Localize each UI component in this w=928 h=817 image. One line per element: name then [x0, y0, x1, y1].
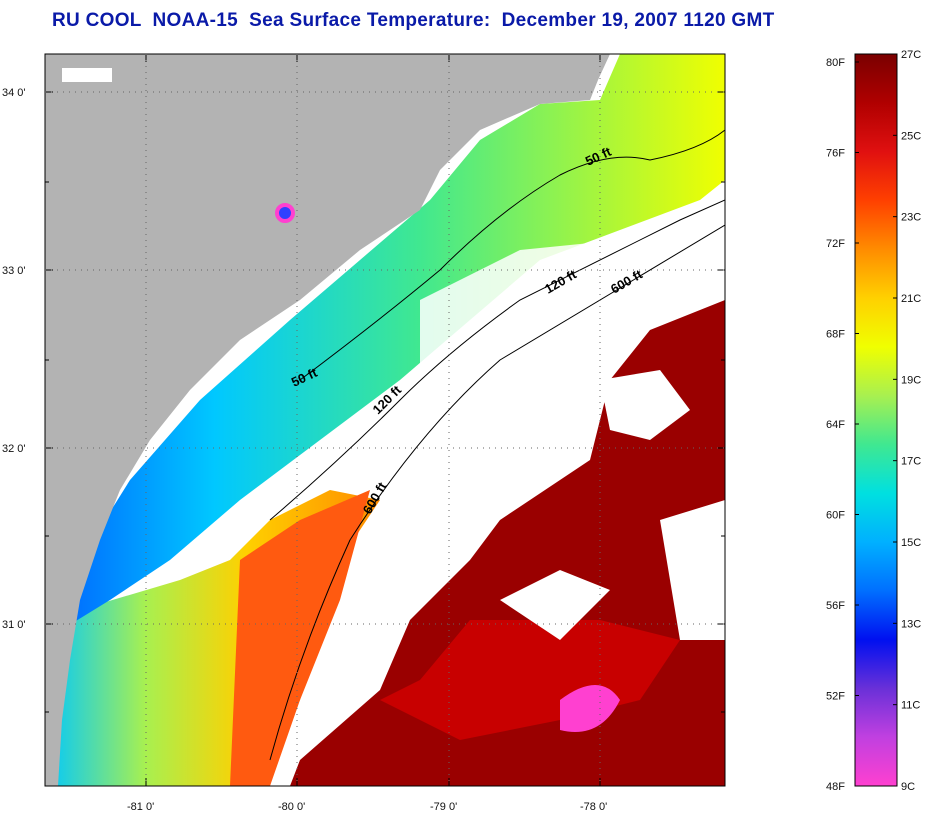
cloud-patch	[660, 500, 725, 640]
cloud-band	[420, 200, 725, 370]
lon-label: -79 0'	[430, 801, 457, 813]
land	[45, 54, 610, 786]
colorbar-f-label: 64F	[826, 419, 845, 431]
fahrenheit-ticks: 80F 76F 72F 68F 64F 60F 56F 52F 48F	[826, 57, 859, 793]
colorbar-f-label: 56F	[826, 600, 845, 612]
reservoir	[275, 203, 295, 223]
celsius-ticks: 27C 25C 23C 21C 19C 17C 15C 13C 11C 9C	[893, 49, 921, 793]
lat-label: 31 0'	[2, 619, 26, 631]
colorbar-c-label: 11C	[901, 700, 920, 712]
isobath-50ft	[299, 129, 725, 381]
colorbar-c-label: 15C	[901, 537, 921, 549]
lat-label: 32 0'	[2, 443, 26, 455]
cloud-patch	[500, 570, 610, 640]
map-frame	[44, 53, 726, 787]
colorbar-f-label: 60F	[826, 510, 845, 522]
colorbar-c-label: 23C	[901, 212, 921, 224]
lon-label: -80 0'	[278, 801, 305, 813]
lake	[62, 68, 112, 82]
colorbar-f-label: 72F	[826, 238, 845, 250]
colorbar-c-label: 17C	[901, 456, 921, 468]
lon-axis: -81 0' -80 0' -79 0' -78 0'	[127, 54, 607, 813]
lat-label: 33 0'	[2, 265, 26, 277]
colorbar-c-label: 19C	[901, 374, 921, 386]
colorbar-f-label: 68F	[826, 329, 845, 341]
colorbar-f-label: 52F	[826, 691, 845, 703]
lon-label: -81 0'	[127, 801, 154, 813]
colorbar-c-label: 25C	[901, 130, 921, 142]
cold-cloud-edge	[560, 685, 620, 732]
colorbar-f-label: 48F	[826, 781, 845, 793]
isobath-120ft	[269, 199, 725, 521]
cloud-patch	[600, 370, 690, 440]
lat-axis: 34 0' 33 0' 32 0' 31 0'	[2, 87, 725, 713]
map-title: RU COOL NOAA-15 Sea Surface Temperature:…	[52, 10, 775, 31]
graticule	[45, 54, 725, 786]
colorbar-c-label: 13C	[901, 618, 921, 630]
colorbar-scale	[854, 53, 898, 787]
isobath-600ft	[269, 224, 725, 761]
nearshore-water	[45, 54, 725, 640]
warm-shelf-edge	[230, 490, 370, 786]
warm-water-patch	[380, 620, 680, 740]
colorbar-f-label: 80F	[826, 57, 845, 69]
colorbar-f-label: 76F	[826, 148, 845, 160]
colorbar-c-label: 9C	[901, 781, 915, 793]
lat-label: 34 0'	[2, 87, 26, 99]
colorbar-c-label: 21C	[901, 293, 921, 305]
colorbar-c-label: 27C	[901, 49, 921, 61]
lon-label: -78 0'	[580, 801, 607, 813]
